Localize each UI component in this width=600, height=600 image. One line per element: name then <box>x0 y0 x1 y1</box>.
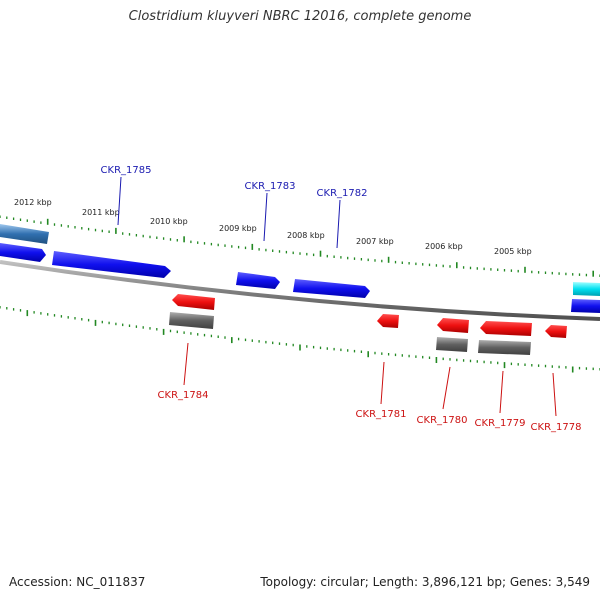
reverse-genes <box>169 294 567 355</box>
gene-label[interactable]: CKR_1780 <box>417 415 468 426</box>
gene-label[interactable]: CKR_1784 <box>158 390 209 401</box>
scale-label: 2009 kbp <box>219 224 257 233</box>
gene-arrow[interactable] <box>172 294 215 310</box>
gene-arrow[interactable] <box>52 251 171 278</box>
rna-gene-bar[interactable] <box>478 340 531 355</box>
scale-label: 2011 kbp <box>82 208 120 217</box>
genome-backbone <box>0 260 600 321</box>
gene-arrow[interactable] <box>437 318 469 333</box>
scale-label: 2012 kbp <box>14 198 52 207</box>
accession-text: Accession: NC_011837 <box>9 575 146 589</box>
scale-label: 2008 kbp <box>287 231 325 240</box>
gene-arrow[interactable] <box>236 272 280 289</box>
rna-gene-bar[interactable] <box>436 337 468 352</box>
gene-arrow-edge[interactable] <box>573 282 600 296</box>
leader-line <box>380 361 385 405</box>
gene-arrow[interactable] <box>545 325 567 338</box>
leader-line <box>336 199 341 249</box>
gene-label[interactable]: CKR_1783 <box>245 181 296 192</box>
gene-label[interactable]: CKR_1779 <box>475 418 526 429</box>
gene-labels: CKR_1785 CKR_1783 CKR_1782 CKR_1784 CKR_… <box>101 165 582 433</box>
leader-line <box>552 372 557 417</box>
scale-label: 2005 kbp <box>494 247 532 256</box>
scale-labels: 2012 kbp 2011 kbp 2010 kbp 2009 kbp 2008… <box>14 198 532 256</box>
gene-arrow[interactable] <box>0 243 46 262</box>
map-title: Clostridium kluyveri NBRC 12016, complet… <box>128 9 472 24</box>
leader-line <box>263 192 268 242</box>
leader-line <box>499 370 504 414</box>
gene-arrow-edge[interactable] <box>571 299 600 313</box>
leader-line <box>117 176 122 226</box>
gene-label[interactable]: CKR_1778 <box>531 422 582 433</box>
gene-label[interactable]: CKR_1782 <box>317 188 368 199</box>
scale-label: 2007 kbp <box>356 237 394 246</box>
genome-info-text: Topology: circular; Length: 3,896,121 bp… <box>260 575 590 589</box>
leader-line <box>442 366 451 410</box>
rna-gene-bar[interactable] <box>169 312 214 329</box>
gene-arrow-edge[interactable] <box>0 224 49 244</box>
gene-label[interactable]: CKR_1785 <box>101 165 152 176</box>
gene-arrow[interactable] <box>480 321 532 336</box>
scale-ticks-lower <box>0 306 600 373</box>
gene-arrow[interactable] <box>377 314 399 328</box>
scale-ticks-upper <box>0 215 600 277</box>
gene-label[interactable]: CKR_1781 <box>356 409 407 420</box>
scale-label: 2010 kbp <box>150 217 188 226</box>
forward-genes <box>0 224 600 313</box>
leader-line <box>183 342 189 386</box>
leader-lines <box>117 176 557 417</box>
scale-label: 2006 kbp <box>425 242 463 251</box>
gene-arrow[interactable] <box>293 279 370 298</box>
